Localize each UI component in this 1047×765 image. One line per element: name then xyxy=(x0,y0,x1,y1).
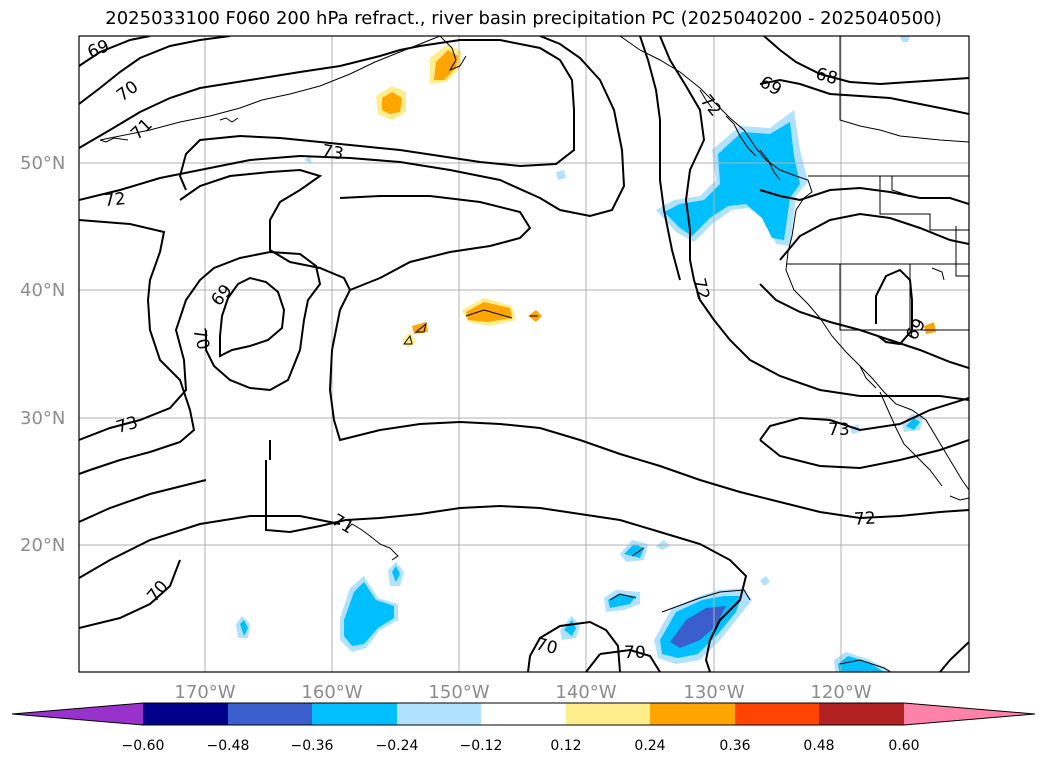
lon-label: 150°W xyxy=(428,682,489,703)
colorbar-tick-label: 0.12 xyxy=(550,738,581,754)
colorbar-swatch xyxy=(735,703,819,725)
contour-label: 70 xyxy=(624,643,646,663)
refract-contours xyxy=(79,36,969,672)
colorbar-swatch xyxy=(566,703,650,725)
colorbar-swatch xyxy=(481,703,566,725)
contour-label: 73 xyxy=(320,141,345,164)
coastlines xyxy=(99,36,969,672)
lon-label: 170°W xyxy=(174,682,235,703)
colorbar-tick-label: 0.60 xyxy=(888,738,919,754)
contour-label: 73 xyxy=(828,420,850,440)
colorbar-tick-label: −0.60 xyxy=(122,738,165,754)
precip-shading xyxy=(236,36,936,672)
lon-label: 160°W xyxy=(301,682,362,703)
colorbar-swatch xyxy=(397,703,481,725)
contour-label: 72 xyxy=(103,189,127,211)
colorbar-tick-label: −0.48 xyxy=(207,738,250,754)
lon-label: 140°W xyxy=(555,682,616,703)
colorbar-swatch xyxy=(228,703,312,725)
colorbar-swatch xyxy=(650,703,735,725)
map-plot-area xyxy=(79,36,969,672)
colorbar: −0.60 −0.48 −0.36 −0.24 −0.12 0.12 0.24 … xyxy=(11,702,1036,754)
colorbar-swatch xyxy=(312,703,397,725)
lat-label: 40°N xyxy=(20,280,65,301)
colorbar-tick-label: 0.24 xyxy=(634,738,665,754)
colorbar-tick-label: −0.12 xyxy=(460,738,503,754)
latitude-labels: 50°N 40°N 30°N 20°N xyxy=(20,153,65,556)
map-border xyxy=(78,35,970,673)
colorbar-ticks: −0.60 −0.48 −0.36 −0.24 −0.12 0.12 0.24 … xyxy=(122,738,920,754)
lon-label: 120°W xyxy=(810,682,871,703)
colorbar-tick-label: −0.24 xyxy=(376,738,419,754)
longitude-labels: 170°W 160°W 150°W 140°W 130°W 120°W xyxy=(174,682,871,703)
colorbar-tick-label: −0.36 xyxy=(291,738,334,754)
colorbar-tick-label: 0.36 xyxy=(719,738,750,754)
colorbar-swatch xyxy=(819,703,904,725)
map-title: 2025033100 F060 200 hPa refract., river … xyxy=(105,8,942,29)
lat-label: 20°N xyxy=(20,535,65,556)
lon-label: 130°W xyxy=(683,682,744,703)
colorbar-tick-label: 0.48 xyxy=(803,738,834,754)
colorbar-extend-max xyxy=(904,703,1035,725)
colorbar-extend-min xyxy=(12,703,143,725)
colorbar-swatch xyxy=(143,703,228,725)
lat-label: 30°N xyxy=(20,408,65,429)
lat-label: 50°N xyxy=(20,153,65,174)
contour-label: 72 xyxy=(853,508,876,529)
